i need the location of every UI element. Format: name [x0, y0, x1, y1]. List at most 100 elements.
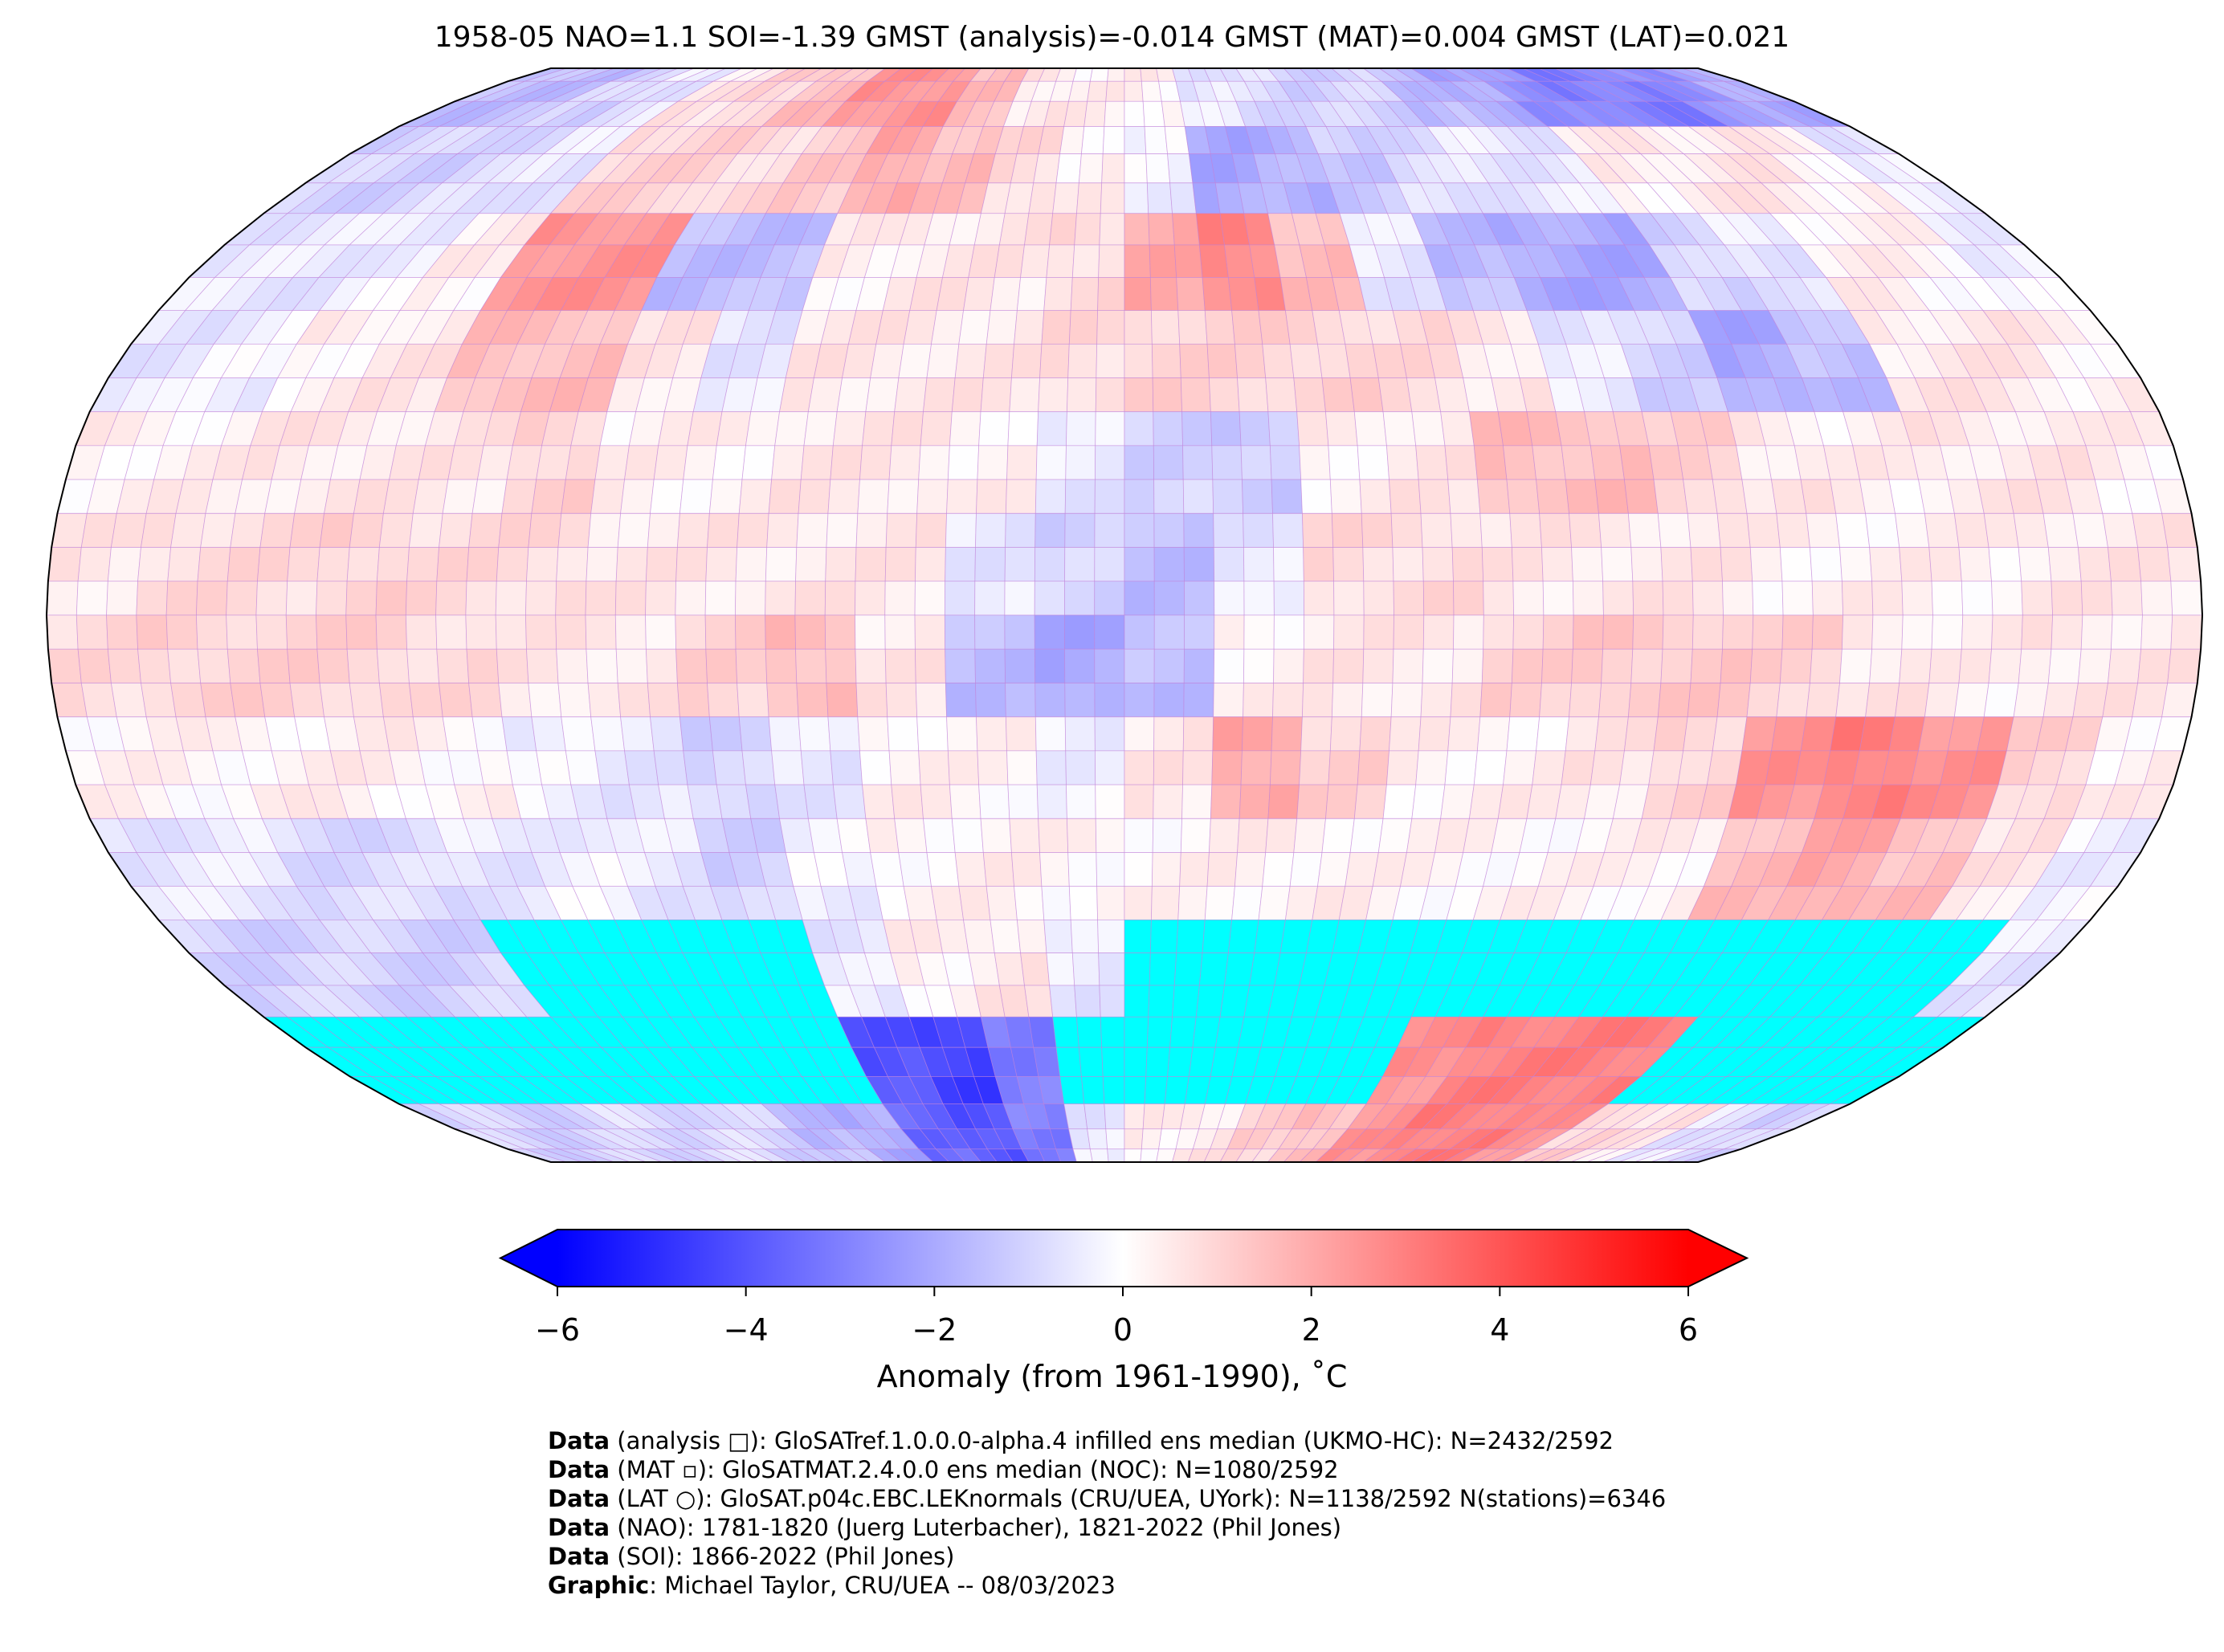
grid-cell [1361, 512, 1394, 548]
grid-cell [1619, 445, 1655, 480]
grid-cell [1771, 716, 1807, 752]
grid-cell [1167, 153, 1194, 184]
grid-cell [1653, 479, 1688, 514]
grid-cell [1043, 919, 1073, 953]
grid-cell [289, 512, 325, 548]
grid-cell [1005, 512, 1036, 548]
grid-cell [1418, 716, 1451, 752]
grid-cell [1004, 581, 1035, 616]
grid-cell [1104, 1103, 1125, 1130]
grid-cell [1497, 411, 1533, 447]
grid-cell [884, 614, 916, 650]
grid-cell [1961, 614, 1993, 650]
grid-cell [1328, 750, 1361, 785]
chart-title: 1958-05 NAO=1.1 SOI=-1.39 GMST (analysis… [434, 21, 1790, 54]
grid-cell [1511, 648, 1544, 683]
grid-cell [506, 750, 543, 785]
grid-cell [1100, 1016, 1125, 1048]
grid-cell [1097, 919, 1125, 953]
grid-cell [1097, 277, 1125, 312]
grid-cell [708, 716, 743, 752]
grid-cell [1076, 182, 1103, 214]
grid-cell [1503, 445, 1537, 480]
grid-cell [1653, 716, 1688, 752]
grid-cell [435, 581, 467, 616]
grid-cell [1393, 581, 1425, 616]
grid-cell [1064, 614, 1096, 650]
grid-cell [1349, 377, 1384, 413]
grid-cell [800, 750, 834, 785]
grid-cell [1124, 213, 1150, 246]
grid-cell [1254, 277, 1286, 312]
grid-cell [1536, 716, 1570, 752]
grid-cell [1468, 411, 1504, 447]
grid-cell [1865, 683, 1900, 718]
data-credits: Data (analysis □): GloSATref.1.0.0.0-alp… [548, 1426, 1666, 1600]
grid-cell [442, 479, 478, 514]
grid-cell [884, 581, 916, 616]
grid-cell [675, 581, 707, 616]
grid-cell [1124, 244, 1151, 278]
grid-cell [1386, 445, 1419, 480]
grid-cell [2021, 581, 2054, 616]
grid-cell [704, 581, 737, 616]
grid-cell [1329, 716, 1362, 752]
grid-cell [1028, 1016, 1057, 1048]
grid-cell [855, 683, 888, 718]
grid-cell [1389, 479, 1422, 514]
grid-cell [891, 411, 924, 447]
grid-cell [1213, 512, 1244, 548]
grid-cell [1361, 683, 1394, 718]
grid-cell [170, 512, 206, 548]
grid-cell [1800, 716, 1837, 752]
grid-cell [1386, 750, 1419, 785]
grid-cell [2108, 648, 2142, 683]
grid-cell [1083, 1103, 1107, 1130]
grid-cell [1033, 1046, 1061, 1077]
grid-cell [1202, 919, 1233, 953]
grid-cell [734, 614, 766, 650]
colorbar-tick-label: 4 [1490, 1312, 1510, 1348]
grid-cell [1124, 126, 1147, 154]
grid-cell [1328, 445, 1361, 480]
grid-cell [1258, 886, 1291, 920]
grid-cell [795, 648, 827, 683]
grid-cell [230, 512, 266, 548]
grid-cell [1321, 377, 1355, 413]
grid-cell [80, 683, 117, 718]
grid-cell [647, 683, 680, 718]
grid-cell [1506, 479, 1540, 514]
grid-cell [1240, 750, 1272, 785]
grid-cell [1991, 614, 2023, 650]
grid-cell [1067, 818, 1097, 853]
grid-cell [1390, 683, 1423, 718]
grid-cell [1594, 716, 1629, 752]
grid-cell [1102, 126, 1125, 154]
grid-cell [914, 614, 946, 650]
grid-cell [1357, 445, 1389, 480]
grid-cell [2132, 683, 2169, 718]
grid-cell [1303, 547, 1334, 582]
grid-cell [1267, 411, 1300, 447]
grid-cell [1623, 716, 1659, 752]
grid-cell [1333, 581, 1365, 616]
grid-cell [1349, 818, 1384, 853]
grid-cell [1329, 479, 1362, 514]
grid-cell [1183, 547, 1215, 582]
grid-cell [1148, 213, 1175, 246]
grid-cell [1173, 244, 1203, 278]
grid-cell [976, 716, 1007, 752]
grid-cell [2170, 614, 2203, 650]
grid-cell [994, 244, 1025, 278]
grid-cell [1811, 581, 1844, 616]
grid-cell [1953, 512, 1989, 548]
grid-cell [1293, 818, 1326, 853]
grid-cell [376, 648, 410, 683]
grid-cell [803, 411, 838, 447]
grid-cell [1153, 648, 1185, 683]
grid-cell [200, 683, 236, 718]
grid-cell [645, 648, 678, 683]
grid-cell [167, 547, 202, 582]
grid-cell [1144, 126, 1169, 154]
grid-cell [528, 512, 562, 548]
